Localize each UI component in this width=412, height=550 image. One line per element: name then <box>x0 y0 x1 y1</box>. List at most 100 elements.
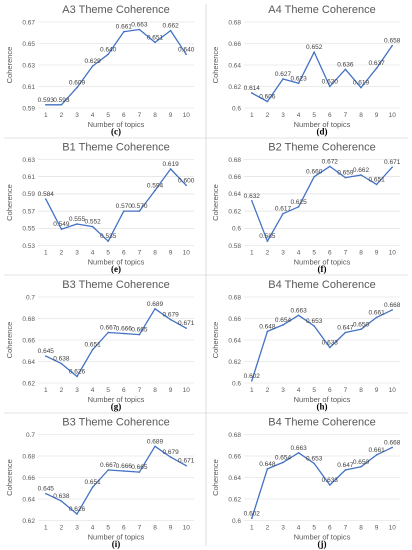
chart-d-xtick: 3 <box>281 112 285 119</box>
chart-f-data-label: 0.659 <box>337 170 354 177</box>
chart-g-xtick: 2 <box>60 387 64 394</box>
chart-i-point <box>91 486 94 488</box>
chart-i: B3 Theme Coherence 0.62 0.64 0.66 0.68 0.7 1 2 3… <box>5 417 195 550</box>
chart-i-data-label: 0.645 <box>38 486 55 493</box>
chart-h-point <box>251 380 253 382</box>
chart-j-data-label: 0.602 <box>244 510 261 517</box>
chart-h-ylabel: Coherence <box>211 322 220 359</box>
chart-h-data-label: 0.654 <box>275 317 292 324</box>
chart-e-point <box>185 184 187 187</box>
chart-j-ytick: 0.62 <box>228 496 241 503</box>
chart-j-data-label: 0.661 <box>368 447 385 454</box>
chart-c-xtick: 4 <box>91 112 95 119</box>
chart-e-ytick: 0.55 <box>22 226 35 233</box>
chart-d-xtick: 8 <box>359 112 363 119</box>
chart-h-xtick: 6 <box>328 387 332 394</box>
chart-g-point <box>154 308 156 310</box>
chart-i-ylabel: Coherence <box>5 459 14 496</box>
chart-d-xlabel: Number of topics <box>294 120 351 129</box>
chart-d-ytick: 0.66 <box>228 41 241 48</box>
chart-i-title: B3 Theme Coherence <box>62 417 169 429</box>
chart-e-xtick: 9 <box>169 250 173 257</box>
chart-h-series-line <box>251 309 393 381</box>
chart-j-series-line <box>251 446 393 519</box>
chart-d-point <box>313 51 315 53</box>
chart-d-series-line <box>251 45 393 103</box>
chart-c-ytick: 0.65 <box>22 41 35 48</box>
chart-h-data-label: 0.633 <box>322 340 339 347</box>
chart-c-data-label: 0.661 <box>116 24 133 31</box>
chart-f-point <box>266 240 269 242</box>
chart-h-xtick: 2 <box>266 387 270 394</box>
chart-d-point <box>266 100 269 103</box>
chart-g-xtick: 4 <box>91 387 95 394</box>
chart-h: B4 Theme Coherence 0.6 0.62 0.64 0.66 0.68 1 2 3… <box>211 279 401 412</box>
chart-f-xtick: 5 <box>312 250 316 257</box>
chart-c-data-label: 0.651 <box>147 34 164 41</box>
chart-g-point <box>138 333 141 336</box>
chart-i-series-line <box>45 445 187 515</box>
chart-f-xtick: 9 <box>375 250 379 257</box>
chart-h-data-label: 0.647 <box>337 324 354 331</box>
chart-i-xlabel: Number of topics <box>88 533 145 542</box>
chart-c-data-label: 0.609 <box>69 80 86 87</box>
chart-j-point <box>266 468 269 470</box>
chart-f: B2 Theme Coherence 0.58 0.6 0.62 0.64 0.66 0.6… <box>211 142 401 275</box>
chart-e-ytick: 0.63 <box>22 157 35 164</box>
chart-i-xtick: 3 <box>75 525 79 532</box>
chart-f-point <box>391 166 393 169</box>
chart-h-xtick: 5 <box>312 387 316 394</box>
chart-c-point <box>123 30 125 33</box>
chart-h-data-label: 0.602 <box>244 373 261 380</box>
chart-j-ytick: 0.64 <box>228 475 241 482</box>
chart-f-point <box>344 176 347 179</box>
chart-g-ytick: 0.64 <box>22 359 35 366</box>
chart-f-xtick: 7 <box>344 250 348 257</box>
chart-f-xtick: 2 <box>266 250 270 257</box>
chart-e: B1 Theme Coherence 0.53 0.55 0.57 0.59 0.61 0.… <box>5 142 195 275</box>
chart-i-data-label: 0.679 <box>162 449 179 456</box>
chart-c-data-label: 0.593 <box>38 97 55 104</box>
chart-e-xtick: 7 <box>138 250 142 257</box>
chart-i-point <box>76 513 78 515</box>
chart-d-point <box>282 78 284 80</box>
chart-c-data-label: 0.640 <box>100 46 117 53</box>
chart-e-point <box>76 223 78 225</box>
chart-j-point <box>329 484 331 486</box>
chart-i-point <box>45 492 47 495</box>
chart-f-ytick: 0.64 <box>228 191 241 198</box>
chart-e-xtick: 2 <box>60 250 64 257</box>
chart-h-point <box>282 324 284 326</box>
chart-c-ylabel: Coherence <box>5 47 14 84</box>
chart-h-data-label: 0.668 <box>384 302 401 309</box>
chart-c-xtick: 3 <box>75 112 79 119</box>
chart-e-xlabel: Number of topics <box>88 258 145 267</box>
chart-g-ylabel: Coherence <box>5 322 14 359</box>
chart-e-title: B1 Theme Coherence <box>62 142 169 154</box>
chart-h-data-label: 0.650 <box>353 321 370 328</box>
chart-g-title: B3 Theme Coherence <box>62 279 169 291</box>
chart-e-xtick: 4 <box>91 250 95 257</box>
chart-h-data-label: 0.648 <box>259 323 276 330</box>
chart-c-series-line <box>45 28 187 106</box>
chart-h-point <box>329 346 331 349</box>
chart-f-data-label: 0.672 <box>322 158 339 165</box>
chart-i-point <box>107 469 109 471</box>
chart-d-xtick: 5 <box>312 112 316 119</box>
chart-g-series-line <box>45 308 187 378</box>
chart-h-point <box>266 330 269 333</box>
chart-e-point <box>45 198 47 200</box>
chart-i-ytick: 0.66 <box>22 475 35 482</box>
chart-h-xtick: 7 <box>344 387 348 394</box>
chart-c: A3 Theme Coherence 0.59 0.61 0.63 0.65 0.67 1 2… <box>5 4 195 137</box>
chart-c-point <box>76 86 78 89</box>
chart-j-xtick: 8 <box>359 525 363 532</box>
chart-i-point <box>60 500 63 502</box>
chart-c-point <box>169 29 172 32</box>
chart-h-xtick: 9 <box>375 387 379 394</box>
chart-i-point <box>123 470 125 472</box>
chart-c-ytick: 0.63 <box>22 62 35 69</box>
chart-g-xlabel: Number of topics <box>88 395 145 404</box>
chart-c-ytick: 0.59 <box>22 105 35 112</box>
chart-f-ylabel: Coherence <box>211 184 220 221</box>
